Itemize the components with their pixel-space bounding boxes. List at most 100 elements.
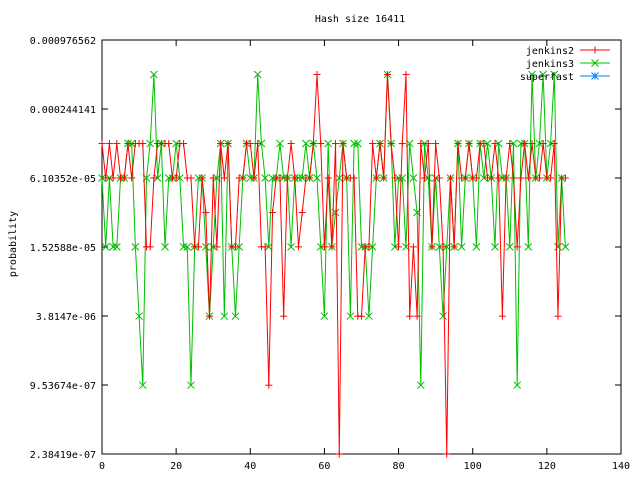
point-marker-d2: [194, 174, 203, 182]
point-marker-d2: [231, 312, 240, 321]
point-marker-d2: [517, 139, 525, 148]
data-point-jenkins2: [406, 312, 414, 320]
y-tick-label: 6.10352e-05: [30, 174, 96, 185]
point-marker-d2: [316, 243, 325, 251]
x-tick-label: 140: [612, 461, 630, 472]
data-point-jenkins2: [269, 209, 277, 217]
data-point-jenkins2: [480, 140, 488, 148]
data-point-jenkins3: [320, 312, 329, 321]
point-marker-d2: [268, 174, 277, 182]
point-marker-d2: [368, 243, 377, 251]
point-marker-d2: [235, 243, 244, 251]
point-marker-d2: [498, 174, 507, 182]
point-marker-d2: [164, 174, 173, 182]
point-marker-d2: [457, 243, 466, 251]
data-point-jenkins2: [528, 140, 536, 148]
data-point-jenkins2: [339, 140, 347, 148]
point-marker-d2: [546, 139, 555, 148]
data-point-jenkins2: [105, 140, 113, 148]
data-point-jenkins3: [220, 312, 229, 321]
data-point-jenkins3: [365, 312, 373, 321]
data-point-jenkins2: [98, 140, 106, 148]
point-marker-d2: [279, 174, 288, 182]
data-point-jenkins3: [479, 174, 488, 182]
data-point-jenkins3: [324, 139, 332, 148]
point-marker-d2: [435, 243, 444, 251]
point-marker-d2: [127, 139, 136, 148]
data-point-jenkins3: [505, 243, 514, 251]
data-point-jenkins3: [257, 139, 266, 148]
data-point-jenkins3: [335, 174, 344, 182]
series-line-jenkins2: [101, 74, 566, 455]
data-point-jenkins2: [380, 174, 388, 182]
data-point-jenkins2: [150, 174, 158, 182]
point-marker-d2: [294, 174, 303, 182]
data-point-jenkins2: [287, 140, 295, 148]
data-point-jenkins2: [306, 174, 314, 182]
point-marker-d2: [131, 243, 140, 251]
data-point-jenkins3: [287, 243, 295, 251]
point-marker-d2: [138, 381, 147, 390]
point-marker-d2: [320, 312, 329, 321]
data-point-jenkins3: [235, 243, 244, 251]
data-point-jenkins2: [206, 312, 214, 320]
data-point-jenkins2: [209, 174, 217, 182]
axis-ticks: 0 20 40 60 80 100 120 140 2.38419e-07 9.53674e-07…: [30, 36, 630, 472]
data-point-jenkins3: [201, 243, 210, 251]
data-point-jenkins2: [439, 243, 447, 251]
data-point-jenkins2: [402, 71, 410, 79]
point-marker-d2: [472, 243, 481, 251]
data-point-jenkins2: [435, 174, 443, 182]
data-point-jenkins3: [539, 70, 548, 79]
data-point-jenkins2: [376, 140, 384, 148]
data-point-jenkins2: [513, 243, 521, 251]
data-point-jenkins2: [350, 174, 358, 182]
data-point-jenkins2: [550, 140, 558, 148]
data-point-jenkins3: [138, 381, 147, 390]
point-marker-d2: [246, 174, 255, 182]
data-point-jenkins3: [183, 243, 192, 251]
data-point-jenkins2: [554, 312, 562, 320]
data-point-jenkins2: [261, 243, 269, 251]
data-point-jenkins2: [254, 140, 262, 148]
data-point-jenkins3: [279, 174, 288, 182]
data-point-jenkins2: [413, 312, 421, 320]
data-point-jenkins2: [298, 209, 306, 217]
data-point-jenkins2: [213, 243, 221, 251]
data-point-jenkins3: [302, 139, 310, 148]
y-tick-label: 9.53674e-07: [30, 381, 96, 392]
data-point-jenkins3: [494, 139, 503, 148]
data-point-jenkins2: [198, 174, 206, 182]
data-point-jenkins2: [113, 140, 121, 148]
data-point-jenkins3: [353, 139, 362, 148]
data-point-jenkins3: [268, 174, 277, 182]
point-marker-d2: [524, 243, 533, 251]
data-point-jenkins2: [317, 140, 325, 148]
data-point-jenkins2: [328, 243, 336, 251]
data-point-jenkins3: [420, 139, 429, 148]
point-marker-d2: [353, 139, 362, 148]
point-marker-d2: [135, 312, 143, 321]
data-point-jenkins2: [450, 243, 458, 251]
data-point-jenkins2: [417, 140, 425, 148]
data-point-jenkins3: [517, 139, 525, 148]
data-point-jenkins3: [153, 174, 162, 182]
y-tick-label: 1.52588e-05: [30, 243, 96, 254]
data-point-jenkins2: [454, 140, 462, 148]
data-point-jenkins3: [313, 174, 321, 182]
data-point-jenkins3: [253, 70, 262, 79]
data-point-jenkins3: [246, 174, 255, 182]
data-point-jenkins2: [383, 71, 391, 79]
point-marker-d2: [420, 139, 429, 148]
data-point-jenkins2: [428, 243, 436, 251]
data-point-jenkins3: [398, 174, 407, 182]
legend-label-jenkins3: jenkins3: [526, 59, 574, 70]
x-tick-label: 100: [464, 461, 482, 472]
point-marker-d2: [150, 70, 158, 79]
data-point-jenkins3: [146, 139, 155, 148]
data-point-jenkins2: [102, 174, 110, 182]
point-marker-d2: [494, 139, 503, 148]
point-marker-d2: [324, 139, 332, 148]
point-marker-d2: [105, 174, 114, 182]
